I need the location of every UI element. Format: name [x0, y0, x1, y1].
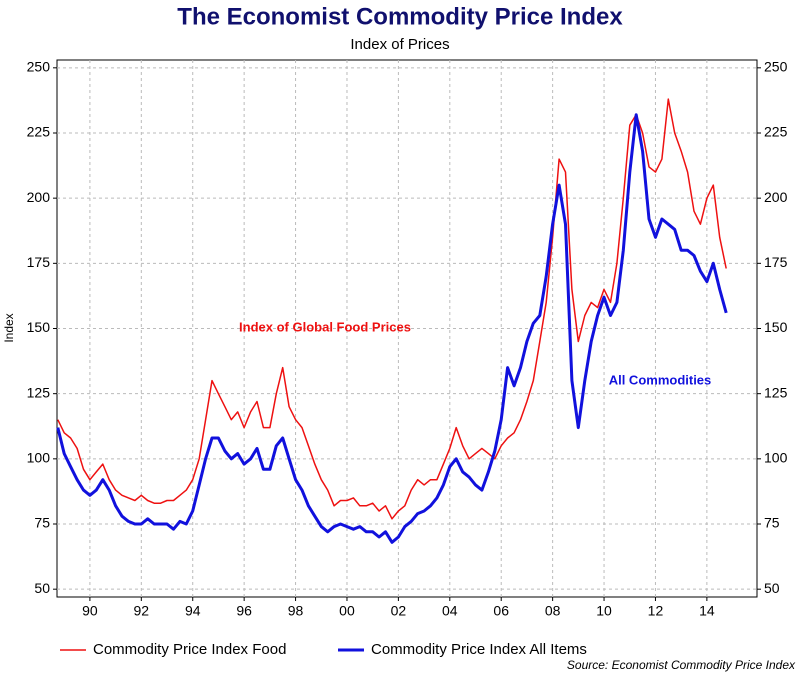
x-tick-label: 96	[236, 603, 252, 619]
chart-title: The Economist Commodity Price Index	[177, 3, 623, 30]
x-tick-label: 06	[493, 603, 509, 619]
y2-tick-label: 250	[764, 59, 788, 75]
y2-tick-label: 100	[764, 450, 788, 466]
annotation: All Commodities	[609, 372, 712, 387]
y-tick-label: 75	[34, 515, 50, 531]
x-tick-label: 12	[648, 603, 664, 619]
y2-tick-label: 125	[764, 384, 788, 400]
source: Source: Economist Commodity Price Index	[567, 658, 796, 672]
x-tick-label: 00	[339, 603, 355, 619]
y-tick-label: 100	[27, 450, 51, 466]
y-axis-label: Index	[2, 313, 16, 342]
annotation: Index of Global Food Prices	[239, 319, 411, 334]
y2-tick-label: 175	[764, 254, 788, 270]
series-line	[56, 113, 728, 544]
y2-tick-label: 75	[764, 515, 780, 531]
series-line	[57, 98, 727, 520]
x-tick-label: 90	[82, 603, 98, 619]
x-tick-label: 14	[699, 603, 715, 619]
y2-tick-label: 225	[764, 124, 788, 140]
x-tick-label: 04	[442, 603, 458, 619]
y2-tick-label: 50	[764, 580, 780, 596]
legend-label: Commodity Price Index Food	[93, 641, 286, 658]
x-tick-label: 98	[288, 603, 304, 619]
x-tick-label: 10	[596, 603, 612, 619]
x-tick-label: 02	[391, 603, 407, 619]
y-tick-label: 250	[27, 59, 51, 75]
chart-subtitle: Index of Prices	[350, 36, 449, 53]
y2-tick-label: 200	[764, 189, 788, 205]
y-tick-label: 225	[27, 124, 51, 140]
y-tick-label: 175	[27, 254, 51, 270]
x-tick-label: 08	[545, 603, 561, 619]
x-tick-label: 94	[185, 603, 201, 619]
x-tick-label: 92	[134, 603, 150, 619]
y-tick-label: 200	[27, 189, 51, 205]
legend-label: Commodity Price Index All Items	[371, 641, 587, 658]
y-tick-label: 50	[34, 580, 50, 596]
y2-tick-label: 150	[764, 319, 788, 335]
y-tick-label: 150	[27, 319, 51, 335]
y-tick-label: 125	[27, 384, 51, 400]
